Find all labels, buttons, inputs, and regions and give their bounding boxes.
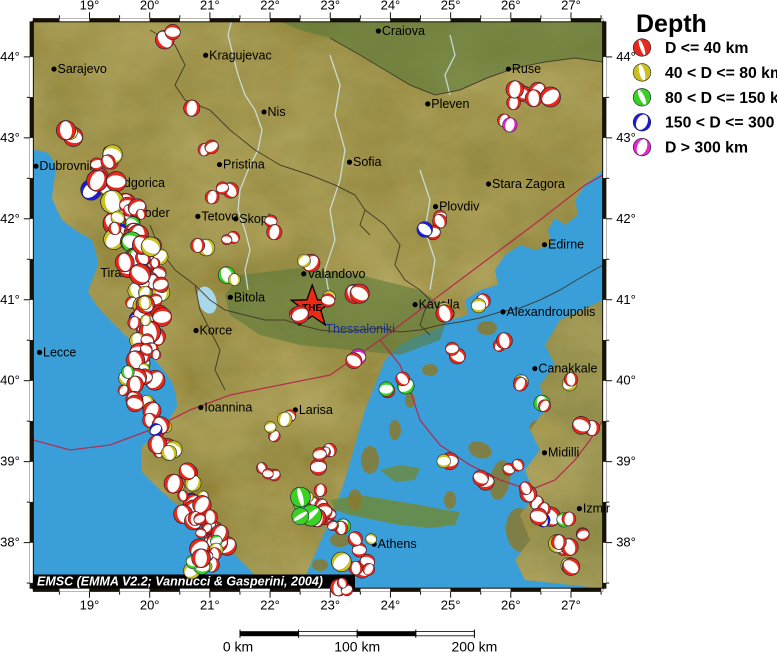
svg-text:Pleven: Pleven xyxy=(431,97,469,111)
svg-text:Athens: Athens xyxy=(378,537,417,551)
svg-text:40°: 40° xyxy=(0,373,20,388)
svg-text:Kragujevac: Kragujevac xyxy=(209,48,272,62)
svg-text:42°: 42° xyxy=(616,211,636,226)
svg-text:Craiova: Craiova xyxy=(382,24,425,38)
svg-text:Thessaloniki: Thessaloniki xyxy=(325,322,394,336)
svg-text:0 km: 0 km xyxy=(223,639,253,654)
svg-text:43°: 43° xyxy=(616,130,636,145)
svg-text:44°: 44° xyxy=(0,49,20,64)
svg-text:EMSC (EMMA V2.2; Vannucci & Ga: EMSC (EMMA V2.2; Vannucci & Gasperini, 2… xyxy=(37,575,323,589)
svg-text:80 < D <= 150 km: 80 < D <= 150 km xyxy=(665,90,777,107)
svg-text:Stara Zagora: Stara Zagora xyxy=(492,177,565,191)
svg-text:26°: 26° xyxy=(501,0,521,12)
svg-text:22°: 22° xyxy=(260,598,280,613)
svg-text:Ruse: Ruse xyxy=(512,62,541,76)
svg-text:D > 300 km: D > 300 km xyxy=(665,140,748,157)
svg-text:22°: 22° xyxy=(260,0,280,12)
svg-text:20°: 20° xyxy=(140,0,160,12)
svg-text:39°: 39° xyxy=(616,454,636,469)
svg-text:40 < D <= 80 km: 40 < D <= 80 km xyxy=(665,65,777,82)
svg-text:19°: 19° xyxy=(80,0,100,12)
svg-text:41°: 41° xyxy=(0,292,20,307)
svg-text:Sarajevo: Sarajevo xyxy=(57,62,106,76)
svg-text:Edirne: Edirne xyxy=(548,238,584,252)
svg-text:42°: 42° xyxy=(0,211,20,226)
svg-text:43°: 43° xyxy=(0,130,20,145)
svg-text:Sofia: Sofia xyxy=(353,155,382,169)
svg-text:24°: 24° xyxy=(381,598,401,613)
svg-text:26°: 26° xyxy=(501,598,521,613)
svg-text:D <= 40 km: D <= 40 km xyxy=(665,40,748,57)
svg-text:41°: 41° xyxy=(616,292,636,307)
svg-text:23°: 23° xyxy=(320,0,340,12)
svg-text:39°: 39° xyxy=(0,454,20,469)
svg-text:38°: 38° xyxy=(0,535,20,550)
svg-text:21°: 21° xyxy=(200,598,220,613)
svg-text:40°: 40° xyxy=(616,373,636,388)
svg-text:Alexandroupolis: Alexandroupolis xyxy=(506,305,595,319)
svg-text:Pristina: Pristina xyxy=(223,158,265,172)
svg-text:150 < D <= 300 km: 150 < D <= 300 km xyxy=(665,115,777,132)
svg-text:Plovdiv: Plovdiv xyxy=(439,200,480,214)
svg-text:Tetovo: Tetovo xyxy=(201,209,238,223)
svg-text:100 km: 100 km xyxy=(334,639,380,654)
svg-text:Izmir: Izmir xyxy=(583,502,610,516)
svg-text:Midilli: Midilli xyxy=(548,446,579,460)
svg-text:Ioannina: Ioannina xyxy=(204,400,252,414)
svg-text:27°: 27° xyxy=(561,598,581,613)
svg-text:Bitola: Bitola xyxy=(234,290,265,304)
svg-text:19°: 19° xyxy=(80,598,100,613)
svg-text:25°: 25° xyxy=(441,0,461,12)
svg-text:200 km: 200 km xyxy=(451,639,497,654)
svg-text:Depth: Depth xyxy=(636,10,707,38)
svg-text:Korce: Korce xyxy=(200,324,233,338)
svg-text:44°: 44° xyxy=(616,49,636,64)
svg-text:21°: 21° xyxy=(200,0,220,12)
svg-text:38°: 38° xyxy=(616,535,636,550)
svg-text:Larisa: Larisa xyxy=(299,403,333,417)
svg-text:Dubrovnik: Dubrovnik xyxy=(39,159,96,173)
svg-text:Nis: Nis xyxy=(268,105,286,119)
svg-text:25°: 25° xyxy=(441,598,461,613)
svg-text:27°: 27° xyxy=(561,0,581,12)
svg-text:24°: 24° xyxy=(381,0,401,12)
svg-text:23°: 23° xyxy=(320,598,340,613)
svg-text:20°: 20° xyxy=(140,598,160,613)
svg-text:Lecce: Lecce xyxy=(43,345,76,359)
